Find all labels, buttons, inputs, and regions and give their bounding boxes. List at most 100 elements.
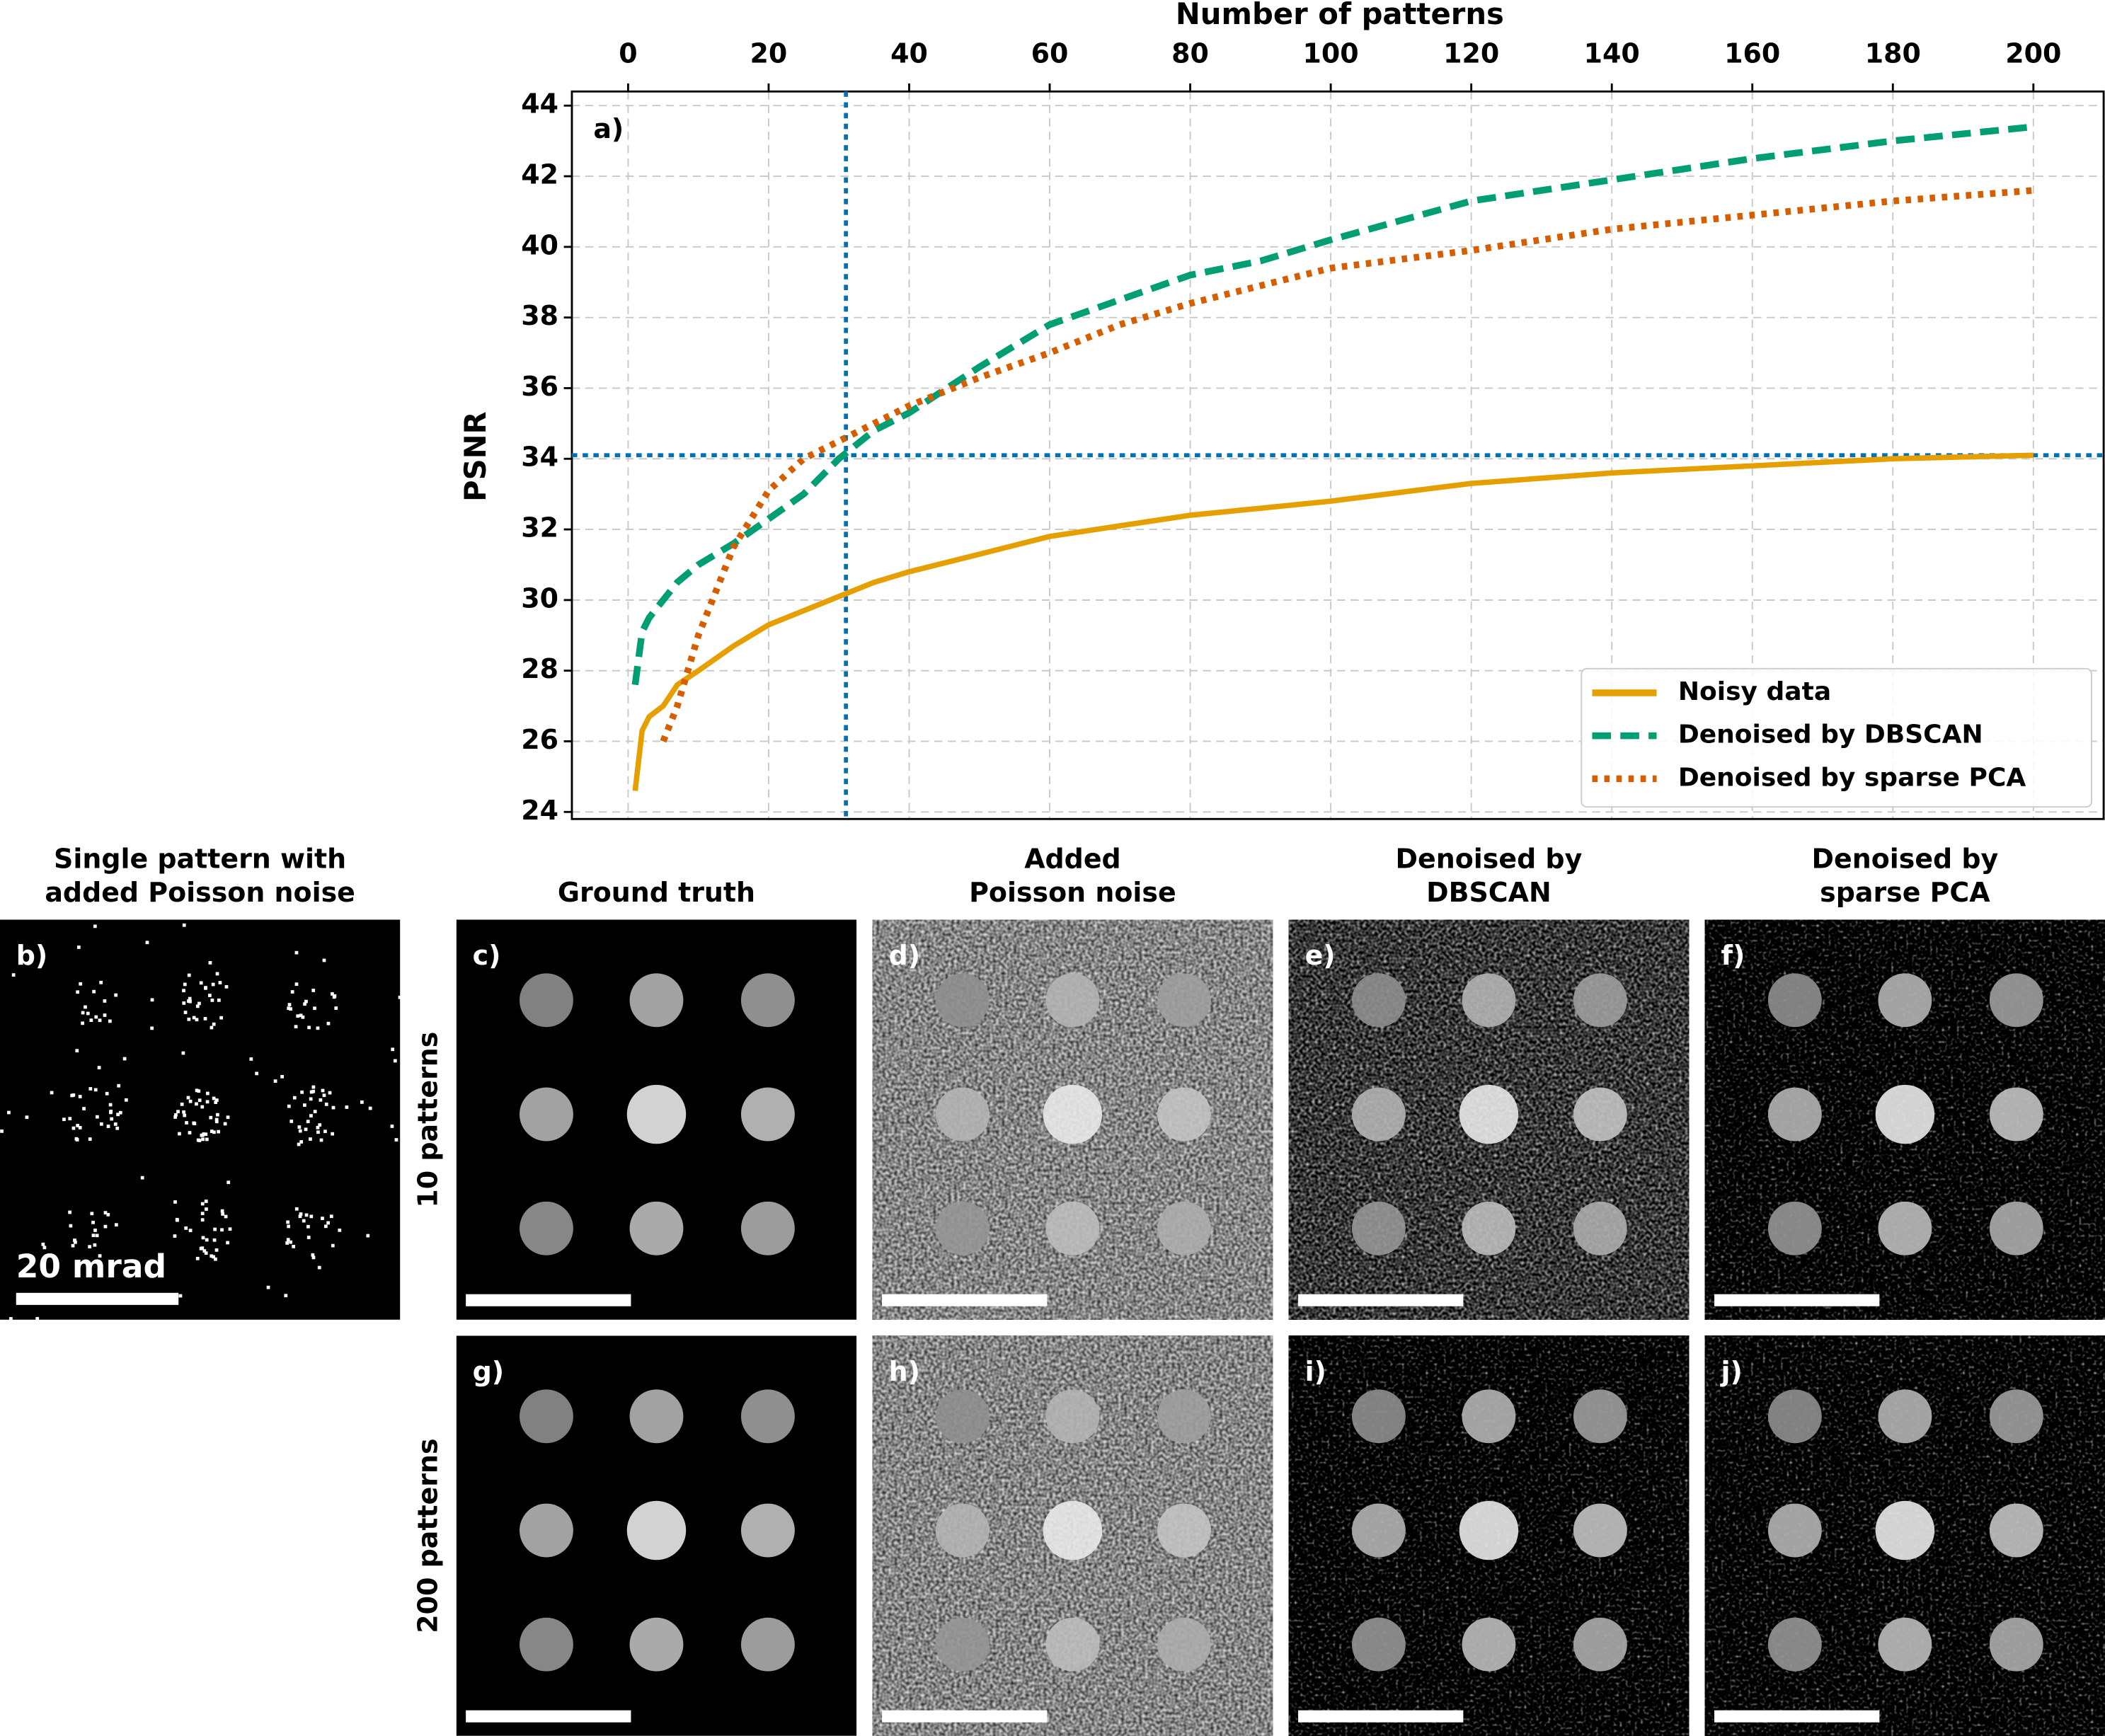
panel-label: b) [16,940,47,971]
signal-dot [86,1011,90,1016]
spot [1573,1617,1627,1672]
panel-label: c) [473,940,501,971]
spot [1767,1389,1822,1444]
signal-dot [292,1245,296,1248]
y-tick-label: 24 [521,795,558,826]
image-panel: i) [1288,1335,1690,1736]
signal-dot [313,1110,317,1114]
noise-dot [297,1142,301,1146]
noise-dot [99,1122,103,1126]
legend-box [1581,667,2092,808]
noise-dot [145,941,149,945]
signal-dot [298,1214,302,1219]
row-title: 200 patterns [412,1438,443,1633]
signal-dot [334,1006,338,1010]
signal-dot [299,1212,303,1216]
image-panel: h) [872,1335,1273,1736]
signal-dot [220,1228,224,1232]
spot [1462,1201,1516,1255]
spot [1989,973,2043,1028]
spot [1573,973,1627,1028]
noise-dot [98,1018,102,1023]
spot [1878,973,1932,1028]
spot [740,1389,795,1444]
signal-dot [332,995,336,999]
noise-dot [208,961,212,965]
signal-dot [78,1126,82,1129]
signal-dot [210,1129,214,1133]
signal-dot [187,1017,191,1021]
noise-dot [322,958,326,962]
spot [520,1617,573,1672]
signal-dot [184,1226,188,1230]
signal-dot [321,1217,324,1220]
panel-label: a) [593,113,624,144]
noise-dot [294,1025,298,1029]
signal-dot [182,1001,186,1005]
spot [1989,1389,2043,1444]
spot [520,973,573,1028]
signal-dot [309,1097,313,1101]
signal-dot [203,1017,207,1021]
spot [1878,1617,1932,1672]
signal-dot [195,1018,199,1022]
signal-dot [71,1126,76,1130]
signal-dot [214,1100,218,1105]
noise-dot [71,1243,75,1248]
noise-dot [228,1227,232,1231]
spot [935,1201,990,1255]
signal-dot [326,1021,331,1025]
signal-dot [326,1221,331,1225]
spot [1573,1087,1627,1142]
signal-dot [103,1013,107,1017]
signal-dot [285,1241,289,1245]
spot [1045,1201,1100,1255]
spot [1878,1201,1932,1255]
signal-dot [188,996,192,1001]
spot [935,1389,990,1444]
series-line [632,452,2034,791]
signal-dot [110,1117,114,1121]
spot [520,1389,573,1444]
signal-dot [319,1098,323,1102]
signal-dot [188,1229,193,1233]
signal-dot [201,1236,205,1240]
signal-dot [322,1093,326,1098]
legend-label: Noisy data [1678,677,1831,706]
signal-dot [321,1088,325,1093]
spot [740,1617,795,1672]
spot [1043,1500,1103,1560]
signal-dot [195,1102,198,1106]
signal-dot [200,1218,205,1222]
spot [935,1617,990,1672]
signal-dot [226,1115,230,1120]
signal-dot [200,1212,205,1216]
signal-dot [109,1110,113,1115]
noise-dot [140,1175,144,1180]
signal-dot [212,1255,215,1259]
noise-dot [150,1026,154,1030]
signal-dot [209,1115,213,1120]
signal-dot [195,1004,200,1008]
signal-dot [200,1246,205,1251]
signal-dot [108,1019,112,1023]
y-tick-label: 26 [521,724,558,755]
noise-dot [11,973,16,977]
signal-dot [195,1256,200,1260]
signal-dot [210,1025,214,1030]
y-tick-label: 44 [521,88,558,120]
column-title: Denoised by [1396,844,1583,875]
signal-dot [221,1212,225,1216]
noise-dot [368,1106,372,1110]
x-tick-label: 60 [1031,38,1069,69]
spot [1767,1201,1822,1255]
y-axis-title: PSNR [458,411,493,502]
panel-label: g) [473,1356,504,1387]
signal-dot [331,1243,335,1248]
spot [629,973,684,1028]
noise-dot [345,1105,349,1109]
noise-dot [394,1138,398,1142]
signal-dot [75,1138,79,1142]
spot [1989,1503,2043,1558]
x-tick-label: 140 [1584,38,1640,69]
